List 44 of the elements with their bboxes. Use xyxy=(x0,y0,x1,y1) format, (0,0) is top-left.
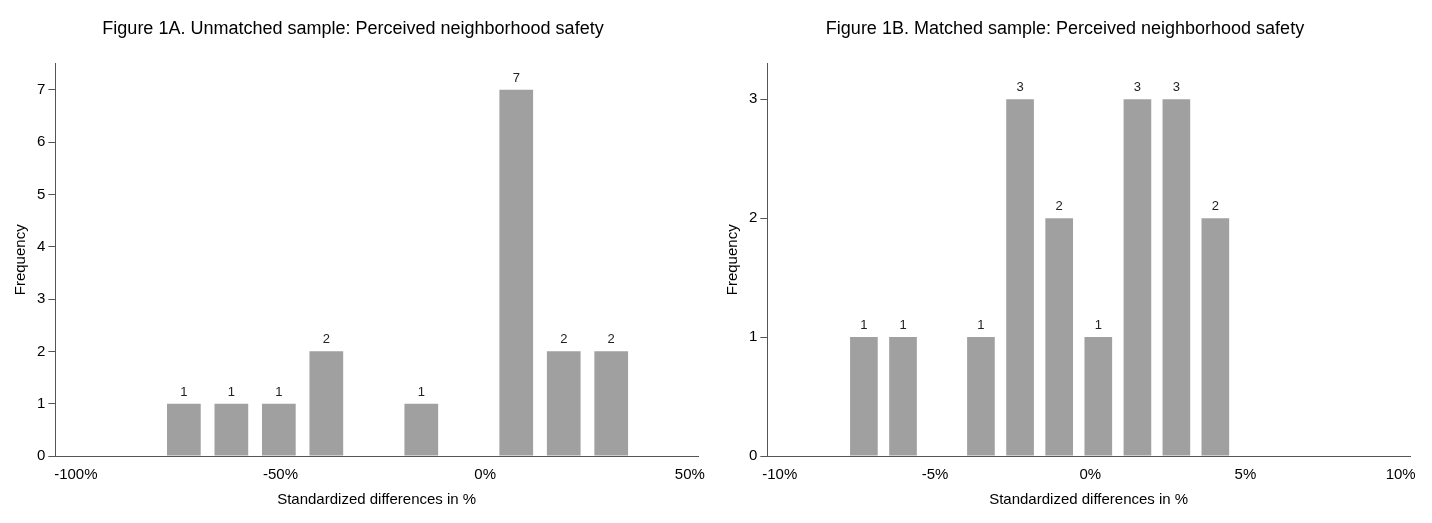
x-tick-label: 5% xyxy=(1234,465,1257,483)
y-tick-label: 6 xyxy=(37,132,46,150)
y-axis-title: Frequency xyxy=(11,223,29,296)
data-label: 1 xyxy=(227,383,235,399)
data-label: 3 xyxy=(1172,79,1180,95)
data-label: 1 xyxy=(180,383,188,399)
data-label: 1 xyxy=(417,383,425,399)
y-tick-label: 5 xyxy=(37,184,46,202)
data-label: 1 xyxy=(860,317,868,333)
x-tick-label: -100% xyxy=(54,465,98,483)
y-tick-label: 1 xyxy=(749,327,758,345)
y-tick-label: 2 xyxy=(749,208,758,226)
data-label: 3 xyxy=(1016,79,1024,95)
chart-title: Figure 1A. Unmatched sample: Perceived neighborhood safety xyxy=(102,17,604,38)
x-axis-title: Standardized differences in % xyxy=(277,490,477,508)
y-tick-label: 0 xyxy=(749,446,758,464)
data-label: 2 xyxy=(560,331,568,347)
x-tick-label: 10% xyxy=(1385,465,1416,483)
data-label: 1 xyxy=(275,383,283,399)
x-tick-label: 0% xyxy=(1079,465,1102,483)
x-axis-title: Standardized differences in % xyxy=(989,490,1189,508)
x-tick-label: 50% xyxy=(674,465,705,483)
data-label: 3 xyxy=(1133,79,1142,95)
data-label: 1 xyxy=(899,317,907,333)
y-tick-label: 2 xyxy=(37,341,46,359)
y-tick-label: 3 xyxy=(749,89,758,107)
y-tick-label: 4 xyxy=(37,236,46,254)
data-label: 2 xyxy=(1211,198,1219,214)
data-label: 2 xyxy=(607,331,615,347)
x-tick-label: -10% xyxy=(762,465,798,483)
y-tick-label: 0 xyxy=(37,446,46,464)
y-tick-label: 1 xyxy=(37,393,46,411)
data-label: 1 xyxy=(1094,317,1102,333)
chart-title: Figure 1B. Matched sample: Perceived neighborhood safety xyxy=(825,17,1305,38)
x-tick-label: 0% xyxy=(474,465,496,483)
data-label: 1 xyxy=(977,317,985,333)
data-label: 7 xyxy=(512,69,520,85)
y-tick-label: 7 xyxy=(37,79,46,97)
x-tick-label: -50% xyxy=(262,465,298,483)
data-label: 2 xyxy=(1055,198,1063,214)
x-tick-label: -5% xyxy=(921,465,949,483)
y-axis-title: Frequency xyxy=(723,223,741,296)
data-label: 2 xyxy=(322,331,330,347)
y-tick-label: 3 xyxy=(37,289,46,307)
